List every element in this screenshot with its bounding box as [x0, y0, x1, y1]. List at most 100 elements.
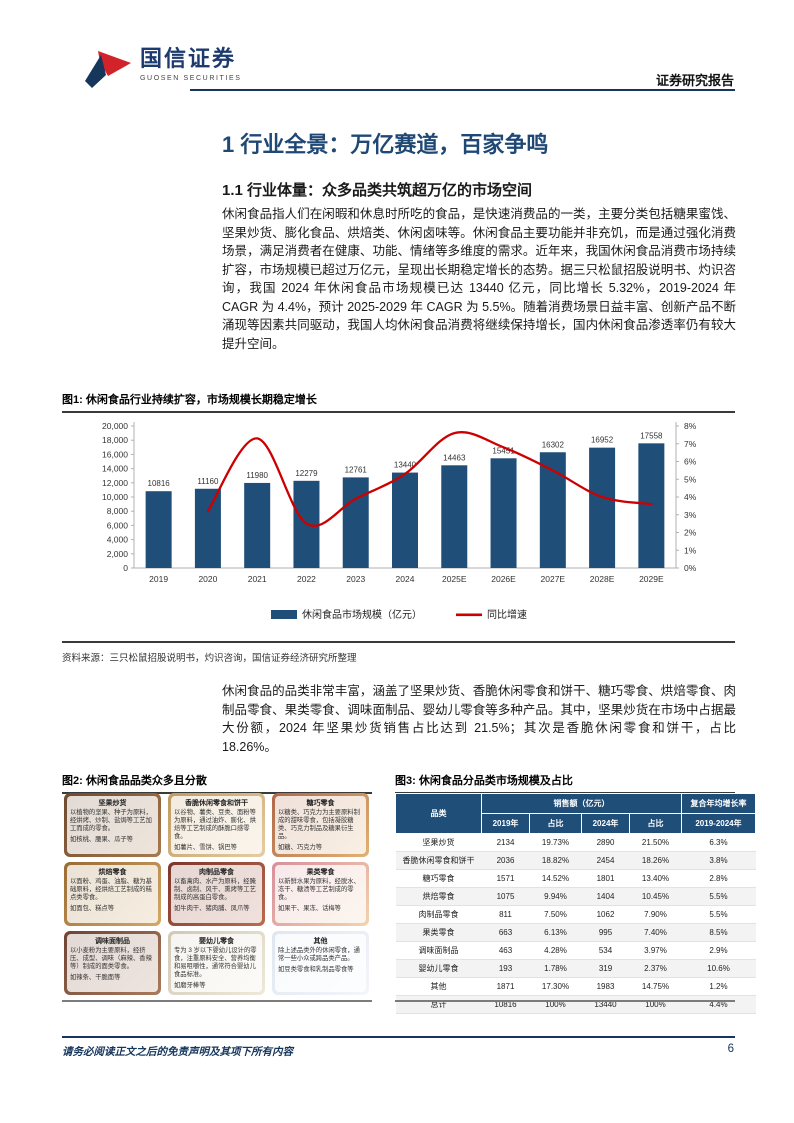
market-size-chart: 0 2,000 4,000 6,000 8,000 10,000 12,000 14,000 1… — [102, 421, 697, 621]
table-cell: 果类零食 — [395, 923, 482, 942]
category-card: 香脆休闲零食和饼干以谷物、薯类、豆类、面粉等为原料，通过油炸、膨化、烘焙等工艺制… — [168, 793, 265, 857]
fig2-cards: 坚果炒货以植物的坚果、种子为原料，经烘烤、炒制、盐焗等工艺加工而成的零食。如核桃… — [64, 793, 370, 995]
left-axis-label: 2,000 — [107, 549, 129, 559]
table-cell: 糖巧零食 — [395, 869, 482, 888]
category-card-title: 坚果炒货 — [98, 800, 127, 807]
col-header-sales-group: 销售额（亿元） — [481, 793, 682, 814]
category-card-examples: 如豆类零食和乳制品零食等 — [278, 966, 354, 973]
figure1-source: 资料来源：三只松鼠招股说明书，灼识咨询，国信证券经济研究所整理 — [62, 653, 357, 664]
table-cell: 其他 — [395, 977, 482, 996]
category-card-panel: 糖巧零食 以糖类、巧克力为主要原料制成的甜味零食，包括凝胶糖类、巧克力制品及糖果衍… — [275, 796, 366, 854]
table-cell: 4.4% — [681, 995, 756, 1014]
table-cell: 7.90% — [629, 905, 682, 924]
category-card-examples: 如薯片、雪饼、锅巴等 — [174, 844, 237, 851]
category-card-desc: 以植物的坚果、种子为原料，经烘烤、炒制、盐焗等工艺加工而成的零食。 — [70, 809, 152, 832]
report-type-label: 证券研究报告 — [655, 73, 734, 88]
table-header-row-2: 2019年 占比 2024年 占比 2019-2024年 — [396, 813, 756, 834]
category-card-panel: 烘焙零食 以面粉、鸡蛋、油脂、糖为基础原料，经烘焙工艺制成的糕点类零食。 如面包、糕… — [67, 865, 158, 923]
right-axis-label: 4% — [684, 492, 697, 502]
x-axis-label: 2019 — [149, 574, 168, 584]
table-cell: 2134 — [481, 833, 530, 852]
legend-bar-swatch — [271, 610, 297, 619]
table-cell: 1801 — [581, 869, 630, 888]
table-cell: 1571 — [481, 869, 530, 888]
body-paragraph-2: 休闲食品的品类非常丰富，涵盖了坚果炒货、香脆休闲零食和饼干、糖巧零食、烘焙零食、… — [222, 684, 736, 754]
category-card-desc: 以谷物、薯类、豆类、面粉等为原料，通过油炸、膨化、烘焙等工艺制成的酥脆口感零食。 — [174, 809, 256, 840]
table-cell: 1871 — [481, 977, 530, 996]
left-axis-label: 10,000 — [102, 492, 128, 502]
category-card: 其他 除上述品类外的休闲零食，通常一些小众或跨品类产品。 如豆类零食和乳制品零食等 — [272, 931, 369, 995]
right-axis-label: 1% — [684, 545, 697, 555]
table-cell: 1062 — [581, 905, 630, 924]
right-axis-label: 7% — [684, 439, 697, 449]
left-axis-label: 12,000 — [102, 478, 128, 488]
category-card-title: 糖巧零食 — [306, 800, 335, 807]
table-cell: 烘焙零食 — [395, 887, 482, 906]
category-card-desc: 以畜禽肉、水产为原料，经腌制、卤制、风干、熏烤等工艺制成的高蛋白零食。 — [174, 878, 256, 901]
left-axis-label: 0 — [123, 563, 128, 573]
table-cell: 2.8% — [681, 869, 756, 888]
bar-market-size — [441, 465, 468, 568]
bar-value-label: 16952 — [591, 436, 614, 445]
table-row: 肉制品零食 811 7.50% 1062 7.90% 5.5% — [395, 905, 756, 924]
category-card-panel: 坚果炒货以植物的坚果、种子为原料，经烘烤、炒制、盐焗等工艺加工而成的零食。如核桃… — [67, 796, 158, 854]
category-card-panel: 果类零食 以新鲜水果为原料，经脱水、冻干、糖渍等工艺制成的零食。 如果干、果冻、话梅… — [275, 865, 366, 923]
col-subheader: 占比 — [629, 813, 682, 834]
figure2-bottom-rule — [62, 1000, 372, 1002]
category-card-title: 其他 — [313, 938, 328, 945]
table-cell: 香脆休闲零食和饼干 — [395, 851, 482, 870]
category-card-title: 果类零食 — [306, 869, 335, 876]
table-cell: 婴幼儿零食 — [395, 959, 482, 978]
x-axis-label: 2025E — [442, 574, 467, 584]
table-cell: 21.50% — [629, 833, 682, 852]
category-card-title: 香脆休闲零食和饼干 — [185, 800, 248, 807]
bar-value-label: 12279 — [295, 469, 318, 478]
x-axis-label: 2022 — [297, 574, 316, 584]
table-cell: 811 — [481, 905, 530, 924]
table-cell: 534 — [581, 941, 630, 960]
x-axis-label: 2021 — [248, 574, 267, 584]
table-cell: 8.5% — [681, 923, 756, 942]
table-cell: 4.28% — [529, 941, 582, 960]
table-cell: 10.6% — [681, 959, 756, 978]
table-cell: 6.13% — [529, 923, 582, 942]
category-table: 品类 销售额（亿元） 复合年均增长率 2019年 占比 2024年 占比 2019-2024年… — [395, 793, 756, 1014]
left-axis-label: 4,000 — [107, 535, 129, 545]
table-cell: 14.75% — [629, 977, 682, 996]
table-cell: 193 — [481, 959, 530, 978]
table-cell: 995 — [581, 923, 630, 942]
table-cell: 3.97% — [629, 941, 682, 960]
table-cell: 5.5% — [681, 905, 756, 924]
table-row: 烘焙零食 1075 9.94% 1404 10.45% 5.5% — [395, 887, 756, 906]
bar-market-size — [490, 458, 517, 568]
table-cell: 5.5% — [681, 887, 756, 906]
table-cell: 663 — [481, 923, 530, 942]
section-title: 1 行业全景：万亿赛道，百家争鸣 — [222, 132, 549, 157]
table-cell: 9.94% — [529, 887, 582, 906]
bar-value-label: 17558 — [640, 431, 663, 440]
category-card-examples: 如核桃、腰果、瓜子等 — [70, 836, 133, 843]
category-card-examples: 如磨牙棒等 — [174, 982, 206, 989]
footer-disclaimer: 请务必阅读正文之后的免责声明及其项下所有内容 — [62, 1046, 293, 1058]
category-table-head: 品类 销售额（亿元） 复合年均增长率 2019年 占比 2024年 占比 2019-2024年 — [395, 793, 756, 834]
bar-market-size — [589, 447, 616, 568]
figure2-title: 图2: 休闲食品品类众多且分散 — [62, 772, 372, 794]
table-row: 其他 1871 17.30% 1983 14.75% 1.2% — [395, 977, 756, 996]
left-axis-label: 16,000 — [102, 449, 128, 459]
category-card-title: 烘焙零食 — [98, 869, 127, 876]
brand-name-en: GUOSEN SECURITIES — [140, 75, 242, 82]
table-cell: 13440 — [581, 995, 630, 1014]
category-card-examples: 如面包、糕点等 — [70, 905, 115, 912]
category-table-body: 坚果炒货 2134 19.73% 2890 21.50% 6.3% 香脆休闲零食和饼干 203… — [395, 833, 756, 1014]
page-number: 6 — [727, 1043, 734, 1055]
header-divider — [190, 89, 735, 91]
right-axis-label: 6% — [684, 457, 697, 467]
bar-market-size — [244, 482, 271, 568]
table-row: 糖巧零食 1571 14.52% 1801 13.40% 2.8% — [395, 869, 756, 888]
table-row: 果类零食 663 6.13% 995 7.40% 8.5% — [395, 923, 756, 942]
category-card-examples: 如牛肉干、猪肉脯、凤爪等 — [174, 905, 250, 912]
category-card-title: 肉制品零食 — [199, 869, 234, 876]
bar-market-size — [392, 472, 418, 568]
table-cell: 100% — [529, 995, 582, 1014]
